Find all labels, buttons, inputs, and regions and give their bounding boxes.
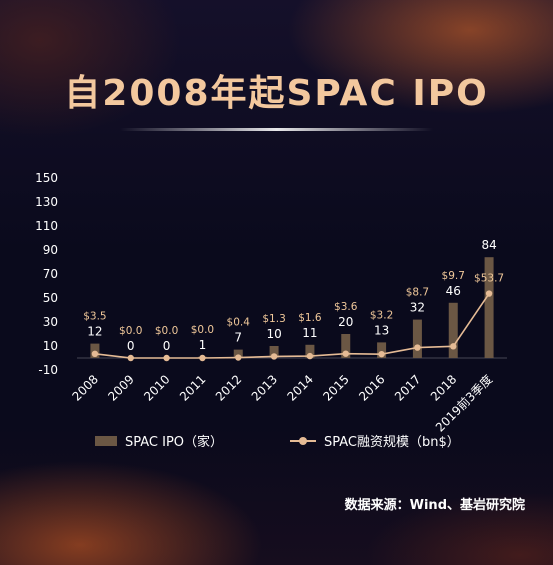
bar xyxy=(269,346,279,358)
line-point xyxy=(270,353,278,360)
bar xyxy=(305,344,315,358)
y-tick-label: 90 xyxy=(43,243,58,257)
x-tick-label: 2013 xyxy=(249,372,280,403)
bar-value-label: 7 xyxy=(234,331,242,345)
x-tick-label: 2008 xyxy=(70,372,101,403)
legend-line-label: SPAC融资规模（bn$） xyxy=(324,435,460,450)
legend-line-swatch xyxy=(290,436,316,446)
line-point xyxy=(414,344,421,351)
x-tick-label: 2016 xyxy=(356,372,387,403)
line-value-label: $0.0 xyxy=(119,325,142,337)
bar-value-label: 12 xyxy=(87,325,102,339)
line-point xyxy=(163,354,170,362)
line-point xyxy=(235,354,242,361)
y-tick-label: 10 xyxy=(43,339,58,353)
bar-value-label: 0 xyxy=(163,339,171,353)
x-tick-label: 2010 xyxy=(141,372,172,403)
line-value-label: $0.0 xyxy=(155,325,178,337)
line-value-label: $53.7 xyxy=(474,273,504,285)
y-tick-label: 70 xyxy=(43,267,58,281)
bar-value-label: 1 xyxy=(199,338,207,352)
bar xyxy=(412,319,422,358)
x-tick-label: 2011 xyxy=(177,372,208,403)
x-tick-label: 2015 xyxy=(320,372,351,403)
line-value-label: $3.6 xyxy=(334,301,358,313)
line-point xyxy=(485,290,493,297)
legend: SPAC IPO（家） SPAC融资规模（bn$） xyxy=(0,431,553,451)
line-point xyxy=(378,350,385,358)
x-tick-label: 2017 xyxy=(392,372,423,403)
legend-bar-label: SPAC IPO（家） xyxy=(125,435,224,450)
line-value-label: $1.6 xyxy=(298,312,322,324)
y-tick-label: 30 xyxy=(43,315,58,329)
bar-value-label: 84 xyxy=(481,238,496,252)
bar-value-label: 46 xyxy=(446,284,461,298)
line-series-path xyxy=(94,293,490,359)
line-value-label: $3.5 xyxy=(83,311,106,323)
y-tick-label: 110 xyxy=(35,219,58,233)
x-tick-label: 2012 xyxy=(213,372,244,403)
line-value-label: $9.7 xyxy=(442,270,465,282)
bar xyxy=(233,349,243,358)
legend-item-line: SPAC融资规模（bn$） xyxy=(290,431,460,450)
bar xyxy=(448,302,458,358)
line-value-label: $0.4 xyxy=(227,317,251,329)
line-value-label: $8.7 xyxy=(406,287,429,299)
bar-value-label: 13 xyxy=(374,323,389,337)
line-value-label: $1.3 xyxy=(262,313,285,325)
chart-title: 自2008年起SPAC IPO xyxy=(64,73,489,114)
line-point xyxy=(306,352,314,360)
y-tick-label: 130 xyxy=(35,195,58,209)
x-tick-label: 2018 xyxy=(428,372,459,403)
line-point xyxy=(342,350,349,357)
y-tick-label: -10 xyxy=(38,363,58,377)
line-value-label: $3.2 xyxy=(370,309,393,321)
line-point xyxy=(450,343,457,350)
x-tick-label: 2009 xyxy=(105,372,136,403)
y-tick-label: 50 xyxy=(43,291,58,305)
bar xyxy=(341,334,351,358)
bar xyxy=(484,257,494,358)
legend-bar-swatch xyxy=(95,435,117,446)
line-point xyxy=(199,354,206,362)
bar-value-label: 10 xyxy=(266,327,281,341)
legend-item-bars: SPAC IPO（家） xyxy=(95,431,223,450)
line-point xyxy=(127,354,134,362)
y-tick-label: 150 xyxy=(35,171,58,185)
line-value-label: $0.0 xyxy=(191,324,214,336)
x-tick-label: 2014 xyxy=(285,372,316,403)
line-point xyxy=(91,350,99,357)
bar-value-label: 0 xyxy=(127,339,135,353)
source-note: 数据来源：Wind、基岩研究院 xyxy=(344,498,525,513)
bar-value-label: 20 xyxy=(338,315,353,329)
bar xyxy=(377,342,387,358)
bar-value-label: 11 xyxy=(302,326,317,340)
title-underline xyxy=(120,128,433,131)
bar-value-label: 32 xyxy=(410,301,425,315)
